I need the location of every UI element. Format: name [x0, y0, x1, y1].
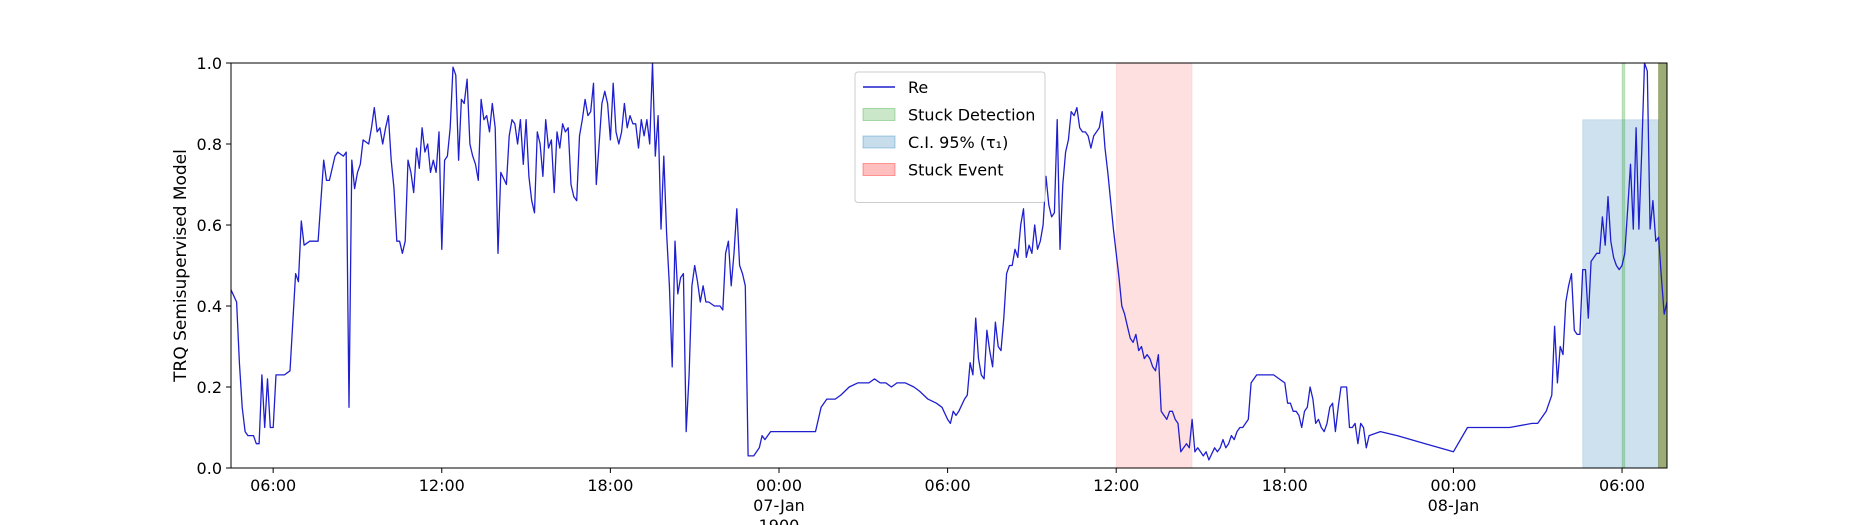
legend-label-stuck-event: Stuck Event — [908, 161, 1004, 180]
x-tick-label: 12:00 — [1093, 476, 1139, 495]
x-tick-label: 06:00 — [250, 476, 296, 495]
x-tick-label: 06:00 — [925, 476, 971, 495]
legend-label-c-i-95: C.I. 95% (τ₁) — [908, 133, 1008, 152]
x-tick-label: 18:00 — [1262, 476, 1308, 495]
legend-swatch-stuck-event — [862, 163, 896, 176]
axes: 0.00.20.40.60.81.006:00 12:00 18:00 00:0007… — [171, 54, 1668, 525]
y-tick-label: 0.4 — [197, 297, 222, 316]
y-tick-label: 0.6 — [197, 216, 222, 235]
legend-label-re: Re — [908, 78, 928, 97]
legend-label-stuck-detection: Stuck Detection — [908, 106, 1035, 125]
y-tick-label: 0.0 — [197, 459, 222, 478]
x-tick-label: 06:00 — [1599, 476, 1645, 495]
series-line-re — [230, 62, 1668, 461]
region-stuck-event-0 — [1115, 62, 1193, 469]
x-tick-year-label: 1900 — [759, 516, 800, 525]
y-tick-label: 1.0 — [197, 54, 222, 73]
x-tick-label: 12:00 — [419, 476, 465, 495]
legend-box — [854, 71, 1046, 203]
legend-swatch-stuck-detection — [862, 108, 896, 121]
x-tick-sublabel: 07-Jan — [753, 496, 805, 515]
x-tick-sublabel: 08-Jan — [1428, 496, 1480, 515]
legend: Re Stuck Detection C.I. 95% (τ₁) Stuck Even… — [854, 71, 1046, 203]
plot-frame — [230, 62, 1668, 469]
region-c-i-95--1 — [1582, 119, 1660, 469]
y-tick-label: 0.8 — [197, 135, 222, 154]
x-tick-label: 18:00 — [587, 476, 633, 495]
legend-swatch-c-i-95 — [862, 135, 896, 149]
region-stuck-event-4 — [1658, 62, 1668, 469]
shaded-regions — [1115, 62, 1668, 469]
y-tick-label: 0.2 — [197, 378, 222, 397]
y-axis-label: TRQ Semisupervised Model — [171, 149, 191, 383]
x-tick-label: 00:00 — [1430, 476, 1476, 495]
x-tick-label: 00:00 — [756, 476, 802, 495]
series-layer — [230, 62, 1668, 461]
